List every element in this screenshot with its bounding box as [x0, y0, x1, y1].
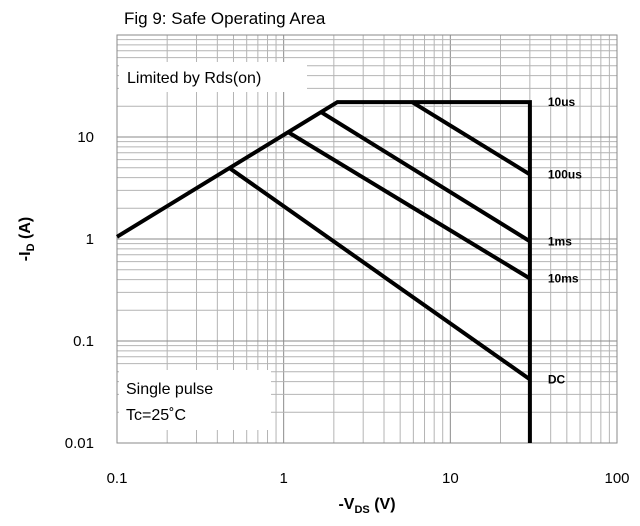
curve-label-10us: 10us: [548, 95, 576, 109]
x-tick-label: 0.1: [107, 470, 128, 487]
series-layer: [115, 100, 532, 443]
series-line-100us: [411, 100, 531, 177]
x-tick-label: 100: [604, 470, 629, 487]
y-tick-label: 10: [77, 129, 94, 146]
annotation-box-limited: [119, 62, 307, 92]
curve-label-100us: 100us: [548, 167, 582, 181]
x-axis-label-unit: (V): [370, 496, 396, 513]
y-axis-label: -ID (A): [17, 217, 37, 261]
y-tick-label: 0.01: [65, 435, 94, 452]
annotation-single-pulse: Single pulse: [126, 381, 213, 398]
y-tick-label: 1: [86, 231, 94, 248]
curve-label-1ms: 1ms: [548, 234, 572, 248]
annotation-box-pulse: [119, 370, 271, 430]
series-line-1ms: [320, 110, 531, 244]
y-axis-label-unit: (A): [17, 217, 34, 244]
x-axis-label-main: -V: [338, 496, 354, 513]
y-axis-label-sub: D: [25, 243, 37, 251]
curve-label-10ms: 10ms: [548, 271, 579, 285]
y-tick-labels: 0.01 0.1 1 10: [65, 129, 94, 452]
series-line-10us: [115, 100, 532, 443]
curve-label-DC: DC: [548, 372, 566, 386]
x-tick-labels: 0.1 1 10 100: [107, 470, 630, 487]
annotation-limited: Limited by Rds(on): [127, 70, 261, 87]
x-tick-label: 10: [442, 470, 459, 487]
chart-title: Fig 9: Safe Operating Area: [124, 9, 326, 28]
series-line-DC: [227, 166, 532, 382]
x-tick-label: 1: [279, 470, 287, 487]
series-line-10ms: [286, 130, 531, 281]
y-tick-label: 0.1: [73, 333, 94, 350]
x-axis-label: -VDS (V): [338, 496, 395, 516]
y-axis-label-main: -I: [17, 251, 34, 261]
curve-labels: 10us 100us 1ms 10ms DC: [548, 95, 582, 386]
plot-frame: [116, 34, 618, 444]
x-axis-label-sub: DS: [354, 504, 369, 516]
annotation-tc: Tc=25˚C: [126, 407, 186, 424]
